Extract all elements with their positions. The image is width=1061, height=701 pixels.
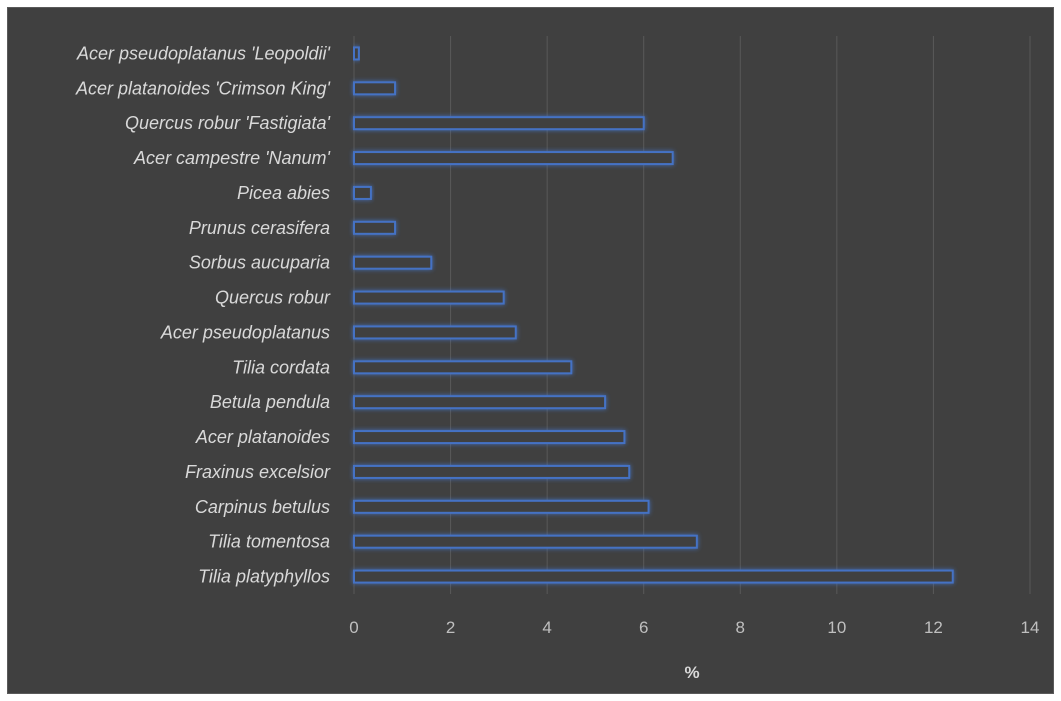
bar [353,255,433,270]
category-label: Carpinus betulus [195,497,330,517]
bar [353,395,607,410]
x-tick-label: 12 [924,618,943,637]
category-label: Fraxinus excelsior [185,462,331,482]
x-tick-label: 2 [446,618,455,637]
x-tick-label: 0 [349,618,358,637]
x-tick-label: 6 [639,618,648,637]
category-label: Acer pseudoplatanus [160,322,330,342]
category-label: Prunus cerasifera [189,218,330,238]
x-tick-labels: 0 2 4 6 8 10 12 14 [349,618,1039,637]
x-tick-label: 4 [542,618,551,637]
category-label: Acer platanoides [195,427,330,447]
bar [353,220,397,235]
category-label: Quercus robur 'Fastigiata' [125,113,331,133]
category-label: Tilia cordata [232,357,330,377]
category-labels: Acer pseudoplatanus 'Leopoldii' Acer plat… [75,43,331,586]
bar [353,430,626,445]
category-label: Quercus robur [215,288,331,308]
bar [353,325,517,340]
bar [353,290,505,305]
x-tick-label: 8 [736,618,745,637]
bar [353,46,360,61]
x-tick-label: 10 [827,618,846,637]
bar [353,151,674,166]
bar [353,499,650,514]
bar [353,116,645,131]
x-tick-label: 14 [1021,618,1040,637]
bars [353,46,954,584]
bar [353,81,397,96]
category-label: Tilia platyphyllos [198,567,330,587]
x-axis-title: % [684,663,699,682]
category-label: Acer platanoides 'Crimson King' [75,78,331,98]
category-label: Tilia tomentosa [208,532,330,552]
bar [353,534,698,549]
category-label: Betula pendula [210,392,330,412]
category-label: Acer campestre 'Nanum' [133,148,331,168]
category-label: Acer pseudoplatanus 'Leopoldii' [76,43,331,63]
bar [353,185,372,200]
bar [353,569,954,584]
bar [353,464,631,479]
bar [353,360,573,375]
category-label: Picea abies [237,183,330,203]
category-label: Sorbus aucuparia [189,253,330,273]
